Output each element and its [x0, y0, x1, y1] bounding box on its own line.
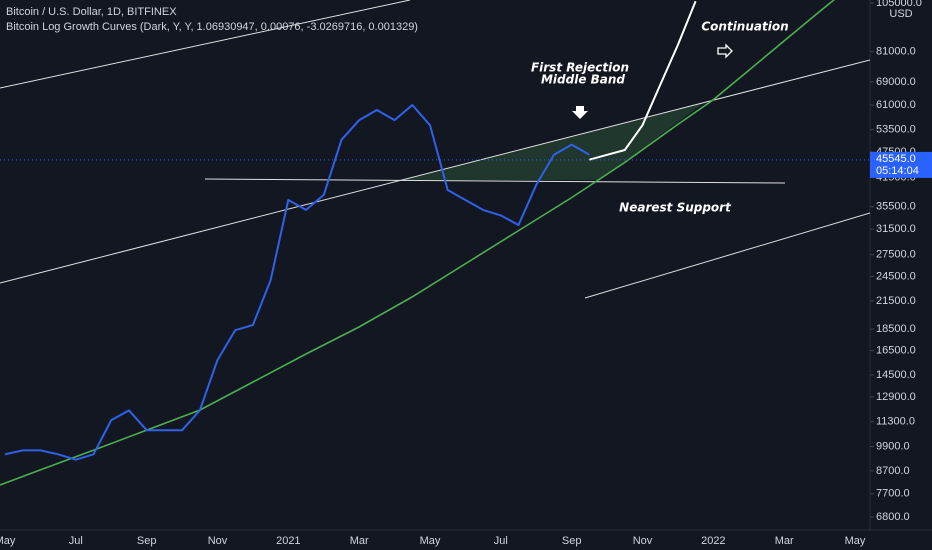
x-tick-label: Jul [69, 535, 83, 547]
x-tick-label: May [845, 535, 866, 547]
price-line [589, 0, 697, 161]
y-tick-label: 69000.0 [876, 76, 916, 88]
y-tick-label: 18500.0 [876, 323, 916, 335]
x-tick-label: 2022 [701, 535, 725, 547]
annotation: Continuation [701, 20, 788, 34]
y-tick-label: 8700.0 [876, 465, 910, 477]
y-tick-label: 21500.0 [876, 295, 916, 307]
x-tick-label: Jul [494, 535, 508, 547]
x-tick-label: Sep [137, 535, 157, 547]
y-tick-label: 6800.0 [876, 511, 910, 523]
annotation: First Rejection [531, 61, 629, 75]
price-tag [870, 151, 932, 178]
annotation: Nearest Support [619, 201, 732, 215]
hand-icon [717, 43, 733, 59]
price-tag-countdown: 05:14:04 [876, 165, 919, 177]
y-tick-label: 27500.0 [876, 249, 916, 261]
channel-line [584, 212, 870, 299]
price-tag-value: 45545.0 [876, 153, 916, 165]
currency-label: USD [889, 8, 912, 20]
annotation: Middle Band [541, 73, 625, 87]
y-tick-label: 7700.0 [876, 488, 910, 500]
arrow-icon [572, 106, 588, 119]
x-tick-label: May [420, 535, 441, 547]
y-tick-label: 105000.0 [876, 0, 922, 9]
y-tick-label: 53500.0 [876, 124, 916, 136]
y-tick-label: 31500.0 [876, 223, 916, 235]
band-fill [400, 102, 705, 180]
y-tick-label: 24500.0 [876, 270, 916, 282]
chart-title: Bitcoin / U.S. Dollar, 1D, BITFINEX [6, 6, 177, 18]
y-tick-label: 61000.0 [876, 99, 916, 111]
y-tick-label: 35500.0 [876, 201, 916, 213]
y-tick-label: 14500.0 [876, 369, 916, 381]
y-tick-label: 81000.0 [876, 46, 916, 58]
price-line [4, 104, 590, 461]
y-tick-label: 16500.0 [876, 345, 916, 357]
x-tick-label: Sep [562, 535, 582, 547]
x-tick-label: Nov [633, 535, 653, 547]
x-tick-label: 2021 [276, 535, 300, 547]
channel-line [0, 59, 870, 284]
y-tick-label: 9900.0 [876, 440, 910, 452]
indicator-label: Bitcoin Log Growth Curves (Dark, Y, Y, 1… [6, 21, 418, 33]
plot [4, 0, 697, 461]
x-tick-label: Mar [775, 535, 794, 547]
y-tick-label: 12900.0 [876, 391, 916, 403]
x-tick-label: Mar [350, 535, 369, 547]
y-tick-label: 11300.0 [876, 416, 915, 428]
support-line [204, 178, 786, 184]
x-tick-label: Nov [208, 535, 228, 547]
channel-line [0, 0, 411, 89]
x-tick-label: May [0, 535, 16, 547]
